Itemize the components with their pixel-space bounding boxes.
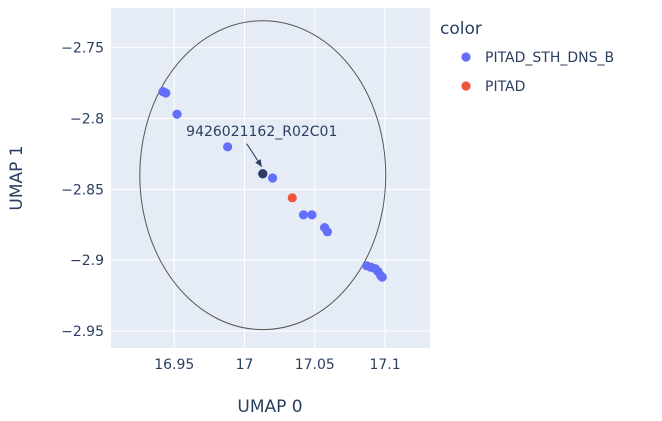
- legend-label: PITAD_STH_DNS_B: [485, 50, 614, 66]
- highlighted-point[interactable]: [258, 169, 268, 179]
- legend-marker: [461, 81, 471, 91]
- data-point[interactable]: [268, 173, 278, 183]
- x-tick-labels: 16.95 17 17.05 17.1: [154, 357, 400, 373]
- legend: color PITAD_STH_DNS_B PITAD: [440, 19, 614, 95]
- data-point[interactable]: [223, 142, 233, 152]
- x-tick-label: 17.1: [369, 357, 400, 373]
- legend-label: PITAD: [485, 79, 525, 95]
- y-axis-title: UMAP 1: [7, 145, 27, 210]
- annotation-layer: 9426021162_R02C01: [186, 124, 337, 168]
- x-tick-label: 16.95: [154, 357, 194, 373]
- data-point[interactable]: [298, 210, 309, 220]
- annotation-arrowhead: [255, 159, 262, 167]
- data-point[interactable]: [307, 210, 317, 220]
- legend-marker: [461, 52, 471, 62]
- data-point[interactable]: [322, 227, 333, 237]
- data-point[interactable]: [377, 272, 387, 282]
- y-tick-label: −2.9: [70, 253, 104, 269]
- x-tick-label: 17: [236, 357, 254, 373]
- x-tick-label: 17.05: [295, 357, 335, 373]
- y-tick-label: −2.8: [70, 112, 104, 128]
- points-layer: [158, 86, 387, 282]
- y-tick-label: −2.85: [61, 182, 104, 198]
- cluster-circle-layer: [139, 20, 387, 331]
- data-point[interactable]: [172, 109, 182, 119]
- y-tick-label: −2.75: [61, 41, 104, 57]
- grid: [111, 8, 430, 348]
- data-point[interactable]: [287, 193, 297, 203]
- annotation-label: 9426021162_R02C01: [186, 124, 337, 140]
- cluster-circle: [139, 20, 387, 331]
- y-tick-labels: −2.75 −2.8 −2.85 −2.9 −2.95: [61, 41, 104, 340]
- x-axis-title: UMAP 0: [237, 397, 302, 417]
- data-point[interactable]: [161, 88, 171, 98]
- y-tick-label: −2.95: [61, 324, 104, 340]
- legend-title: color: [440, 19, 482, 39]
